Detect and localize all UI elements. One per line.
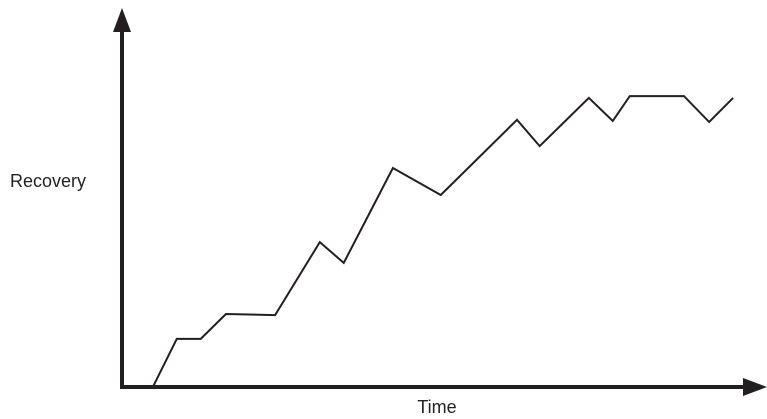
x-axis-arrow	[743, 378, 767, 396]
data-line	[151, 95, 734, 388]
x-axis-label: Time	[417, 397, 456, 417]
y-axis-label: Recovery	[10, 171, 86, 191]
y-axis-arrow	[113, 8, 131, 32]
